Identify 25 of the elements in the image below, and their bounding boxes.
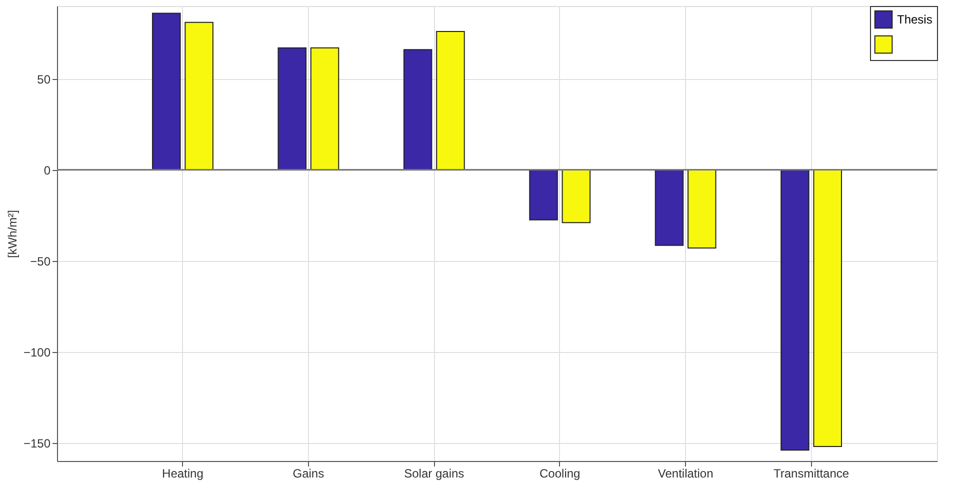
x-tick-label: Solar gains: [404, 466, 464, 480]
y-tick-label: 50: [37, 72, 51, 86]
bar: [278, 47, 306, 170]
bar: [152, 12, 181, 170]
x-tick-label: Heating: [162, 466, 204, 480]
x-tick-label: Gains: [292, 466, 324, 480]
y-tick-label: −150: [23, 436, 51, 450]
bar: [403, 49, 432, 170]
bar: [184, 22, 214, 170]
bar: [529, 169, 558, 220]
x-tick-label: Transmittance: [773, 466, 850, 480]
bar: [562, 169, 591, 224]
bar: [436, 30, 465, 170]
bar: [813, 169, 842, 447]
y-tick-label: −50: [30, 254, 51, 268]
bar: [310, 47, 340, 170]
y-tick-label: −100: [23, 345, 51, 360]
bar: [654, 169, 684, 246]
y-axis-title: [kWh/m²]: [5, 210, 20, 258]
y-tick-label: 0: [44, 163, 51, 178]
legend-label: Thesis: [897, 12, 932, 26]
x-tick-label: Ventilation: [658, 466, 714, 480]
bar: [688, 169, 716, 249]
x-tick-label: Cooling: [540, 466, 580, 480]
bar: [780, 169, 810, 451]
